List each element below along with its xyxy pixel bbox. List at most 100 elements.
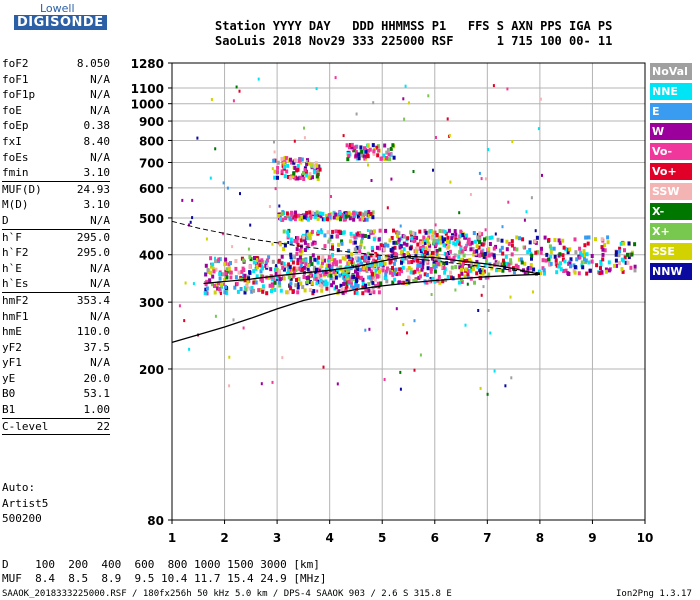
echo-point <box>214 256 216 260</box>
echo-point <box>302 265 306 270</box>
echo-point <box>388 270 392 275</box>
echo-point <box>573 265 577 270</box>
echo-point <box>471 247 475 252</box>
echo-point <box>335 262 338 267</box>
echo-point <box>319 278 323 283</box>
echo-point <box>396 234 399 239</box>
echo-point <box>323 244 327 249</box>
echo-point <box>225 269 229 274</box>
echo-point <box>287 262 291 267</box>
echo-point <box>614 252 618 257</box>
echo-point <box>511 140 514 143</box>
echo-point <box>234 266 238 271</box>
echo-point <box>421 239 425 244</box>
echo-point <box>264 263 268 268</box>
echo-point <box>515 235 519 240</box>
echo-point <box>213 290 217 295</box>
param-name: foEs <box>2 150 29 164</box>
echo-point <box>356 256 360 261</box>
echo-point <box>405 256 409 261</box>
echo-point <box>414 246 418 251</box>
echo-point <box>402 253 406 257</box>
legend-item: Vo+ <box>650 163 692 180</box>
echo-point <box>297 213 300 218</box>
param-value: 24.93 <box>76 182 110 196</box>
echo-point <box>291 290 295 294</box>
echo-point <box>466 275 470 280</box>
echo-point <box>377 290 381 295</box>
echo-point <box>392 155 396 160</box>
echo-point <box>333 258 337 263</box>
echo-point <box>417 269 421 274</box>
echo-point <box>445 261 449 266</box>
echo-point <box>307 269 311 274</box>
echo-point <box>377 237 381 242</box>
echo-point <box>389 152 393 157</box>
echo-point <box>258 263 262 268</box>
echo-point <box>401 265 405 270</box>
echo-point <box>307 161 311 166</box>
echo-point <box>370 179 373 182</box>
echo-point <box>286 163 290 168</box>
param-name: foEp <box>2 119 29 133</box>
param-row: foEp 0.38 <box>2 118 110 134</box>
echo-point <box>502 261 506 266</box>
echo-point <box>463 235 467 240</box>
echo-point <box>296 290 300 295</box>
echo-point <box>429 269 433 274</box>
echo-point <box>315 174 319 179</box>
echo-point <box>297 282 301 287</box>
echo-point <box>232 99 235 103</box>
param-value: 0.38 <box>83 119 111 133</box>
echo-point <box>283 164 286 169</box>
echo-point <box>447 255 451 260</box>
echo-point <box>365 269 369 274</box>
echo-point <box>548 244 552 249</box>
echo-point <box>486 392 489 396</box>
echo-point <box>351 261 355 266</box>
echo-point <box>618 261 621 266</box>
echo-point <box>574 250 578 255</box>
param-row: C-level 22 <box>2 419 110 435</box>
echo-point <box>183 319 186 323</box>
echo-point <box>353 240 357 245</box>
echo-point <box>579 250 583 255</box>
echo-point <box>504 384 507 388</box>
echo-point <box>295 266 299 271</box>
echo-point <box>271 283 275 288</box>
echo-point <box>623 248 626 253</box>
echo-point <box>483 252 487 256</box>
echo-point <box>553 238 557 242</box>
echo-point <box>598 271 602 276</box>
echo-point <box>372 151 376 156</box>
echo-point <box>498 248 502 253</box>
y-axis-ticks: 80 200 300 400 500 600 700 800 900 1000 1100 1280 <box>131 57 172 528</box>
echo-point <box>359 231 362 234</box>
echo-point <box>420 253 424 258</box>
echo-point <box>386 206 389 210</box>
echo-point <box>601 252 605 257</box>
echo-point <box>358 249 362 254</box>
echo-point <box>429 229 433 233</box>
param-value: 353.4 <box>76 293 110 307</box>
echo-point <box>364 156 368 161</box>
echo-point <box>217 287 221 291</box>
echo-point <box>328 237 332 242</box>
echo-point <box>224 272 228 276</box>
echo-point <box>487 253 491 258</box>
echo-point <box>368 147 372 152</box>
echo-point <box>473 239 477 244</box>
echo-point <box>475 271 479 276</box>
echo-point <box>325 263 329 268</box>
echo-point <box>558 252 562 257</box>
echo-point <box>227 266 231 271</box>
echo-point <box>429 267 433 271</box>
echo-point <box>341 290 345 295</box>
echo-point <box>347 210 351 215</box>
echo-point <box>434 261 438 266</box>
echo-point <box>367 210 371 214</box>
echo-point <box>543 235 547 240</box>
echo-point <box>352 211 356 216</box>
chart-grid <box>172 63 645 520</box>
echo-point <box>276 170 279 175</box>
